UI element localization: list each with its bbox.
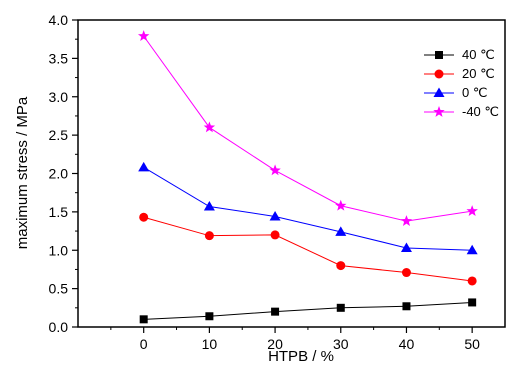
legend: 40 ℃ 20 ℃ 0 ℃ -40 ℃ [424, 47, 499, 119]
data-point [335, 199, 347, 211]
data-point [401, 268, 411, 278]
data-point [466, 244, 478, 255]
y-tick-label: 0.5 [49, 281, 69, 297]
legend-label: 0 ℃ [462, 85, 487, 100]
data-point [467, 276, 477, 286]
x-tick-label: 40 [399, 336, 415, 352]
y-tick-label: 2.0 [49, 166, 69, 182]
data-point [270, 230, 280, 240]
data-point [139, 315, 148, 324]
data-point [137, 30, 150, 41]
data-point [203, 121, 216, 133]
data-point [205, 312, 214, 321]
data-point [468, 298, 477, 307]
x-tick-label: 50 [464, 336, 480, 352]
series-line [143, 166, 473, 251]
legend-marker [433, 106, 445, 117]
legend-label: 20 ℃ [462, 66, 495, 81]
data-point [335, 226, 347, 236]
y-tick-label: 3.5 [49, 50, 69, 66]
legend-label: 40 ℃ [462, 47, 495, 62]
data-point [336, 303, 345, 312]
axis-ticks: 0 10 20 30 40 50 0.0 0.5 1.0 1.5 2.0 2.5 3.0 3.5 4.0 [49, 12, 481, 352]
y-tick-label: 4.0 [49, 12, 69, 28]
data-point [466, 205, 478, 216]
x-tick-label: 30 [333, 336, 349, 352]
y-tick-label: 2.5 [49, 127, 69, 143]
legend-label: -40 ℃ [462, 104, 499, 119]
data-point [138, 161, 150, 172]
legend-marker [434, 69, 444, 79]
y-tick-label: 0.0 [49, 319, 69, 335]
data-point [400, 242, 412, 252]
x-tick-label: 10 [202, 336, 218, 352]
data-point [204, 231, 214, 241]
x-tick-label: 0 [140, 336, 148, 352]
data-point [271, 307, 280, 316]
x-tick-label: 20 [267, 336, 283, 352]
data-point [402, 302, 411, 311]
legend-marker [433, 87, 445, 97]
series-line [143, 216, 473, 282]
y-tick-label: 1.0 [49, 242, 69, 258]
plot-frame [77, 19, 506, 328]
series-group [137, 30, 478, 324]
data-point [269, 210, 281, 221]
data-point [139, 212, 149, 222]
x-axis-label: HTPB / % [268, 348, 334, 365]
series-line [143, 301, 473, 320]
data-point [203, 201, 215, 211]
data-point [400, 215, 413, 226]
y-tick-label: 1.5 [49, 204, 69, 220]
legend-marker [435, 51, 443, 59]
y-axis-label: maximum stress / MPa [14, 96, 31, 249]
series-line [143, 35, 473, 222]
data-point [269, 164, 281, 176]
data-point [336, 261, 346, 271]
y-tick-label: 3.0 [49, 89, 69, 105]
